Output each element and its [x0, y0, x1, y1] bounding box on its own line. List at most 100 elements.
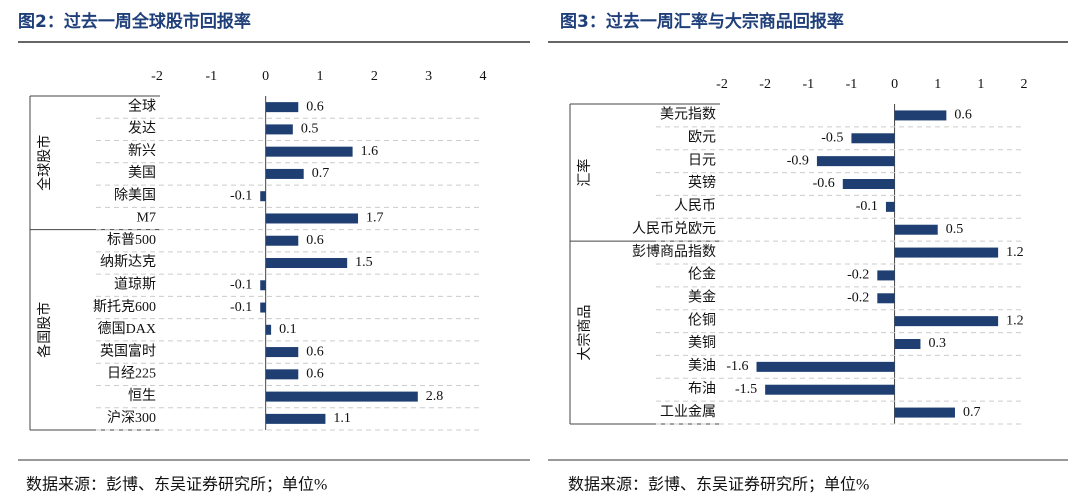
x-tick-label: 2	[1021, 77, 1028, 92]
x-tick-label: 4	[480, 69, 487, 84]
data-label: 1.7	[366, 211, 384, 226]
bar	[260, 302, 266, 313]
category-label: 英镑	[688, 174, 716, 191]
category-label: 新兴	[128, 143, 156, 159]
data-label: 0.5	[946, 222, 964, 237]
bar	[265, 413, 326, 424]
x-tick-label: 0	[891, 77, 898, 92]
category-label: 除美国	[114, 187, 156, 203]
bar	[265, 235, 299, 246]
bar	[894, 224, 938, 235]
data-label: -0.6	[813, 176, 835, 191]
data-label: 0.6	[306, 233, 324, 248]
x-tick-label: 1	[977, 77, 984, 92]
data-label: 1.6	[361, 144, 379, 159]
data-label: 0.1	[279, 322, 297, 337]
bar	[851, 133, 895, 144]
data-label: -0.9	[787, 153, 809, 168]
source-note: 数据来源：彭博、东吴证券研究所；单位%	[26, 476, 327, 494]
data-label: -0.5	[821, 131, 843, 146]
bar	[894, 407, 955, 418]
bar	[894, 110, 947, 121]
data-label: -0.2	[847, 291, 869, 306]
bar	[894, 339, 921, 349]
bar	[265, 213, 359, 224]
category-label: 美铜	[688, 335, 716, 351]
category-label: 伦铜	[688, 312, 716, 328]
x-tick-label: -2	[716, 77, 728, 92]
category-label: 恒生	[128, 388, 156, 404]
data-label: 0.6	[306, 344, 324, 359]
bar	[265, 168, 304, 179]
group-label: 全球股市	[36, 135, 53, 191]
category-label: 英国富时	[100, 342, 156, 359]
x-tick-label: -2	[759, 77, 771, 92]
category-label: 彭博商品指数	[632, 243, 716, 260]
category-label: 欧元	[688, 130, 716, 146]
category-label: 斯托克600	[93, 299, 156, 315]
bar	[260, 280, 266, 291]
data-label: 0.7	[312, 166, 330, 181]
x-tick-label: 1	[317, 69, 324, 84]
data-label: 1.1	[333, 411, 351, 426]
data-label: 1.2	[1006, 245, 1024, 260]
category-label: 德国DAX	[98, 321, 156, 337]
x-tick-label: 1	[934, 77, 941, 92]
data-label: -1.5	[735, 382, 757, 397]
category-label: 人民币兑欧元	[632, 221, 716, 237]
category-label: 伦金	[688, 267, 716, 283]
bar	[816, 156, 895, 167]
bar	[260, 191, 266, 202]
category-label: M7	[137, 211, 156, 226]
x-tick-label: -1	[802, 77, 814, 92]
data-label: -1.6	[726, 359, 748, 374]
bar	[765, 384, 895, 395]
category-label: 道琼斯	[114, 276, 156, 292]
data-label: 1.2	[1006, 313, 1024, 328]
x-tick-label: -2	[151, 69, 163, 84]
category-label: 标普500	[107, 232, 156, 248]
category-label: 发达	[128, 121, 156, 137]
data-label: -0.2	[847, 268, 869, 283]
category-label: 布油	[688, 381, 716, 397]
data-label: 0.6	[954, 108, 972, 123]
data-label: -0.1	[230, 277, 252, 292]
source-note: 数据来源：彭博、东吴证券研究所；单位%	[568, 476, 869, 494]
category-label: 美油	[688, 358, 716, 374]
data-label: 0.6	[306, 367, 324, 382]
data-label: -0.1	[230, 188, 252, 203]
x-tick-label: 0	[262, 69, 269, 84]
category-label: 工业金属	[660, 404, 716, 420]
category-label: 美国	[128, 165, 156, 181]
group-label: 汇率	[576, 159, 593, 187]
data-label: -0.1	[230, 300, 252, 315]
category-label: 全球	[128, 97, 156, 114]
bar	[265, 347, 299, 358]
bar	[756, 361, 895, 372]
x-tick-label: -1	[205, 69, 217, 84]
data-label: 0.5	[301, 122, 319, 137]
bar	[265, 369, 299, 380]
bar	[265, 391, 418, 402]
bar	[894, 316, 999, 327]
bar	[885, 201, 895, 212]
category-label: 日经225	[107, 366, 156, 382]
bar	[265, 102, 299, 113]
data-label: 1.5	[355, 255, 373, 270]
chart-title: 图2：过去一周全球股市回报率	[18, 11, 251, 32]
category-label: 人民币	[674, 198, 716, 214]
bar	[894, 247, 999, 258]
bar	[265, 258, 348, 268]
data-label: 0.6	[306, 99, 324, 114]
chart-title: 图3：过去一周汇率与大宗商品回报率	[560, 11, 844, 32]
data-label: 0.3	[928, 336, 946, 351]
category-label: 日元	[688, 153, 716, 168]
category-label: 美元指数	[660, 107, 716, 123]
category-label: 纳斯达克	[100, 254, 156, 270]
data-label: 2.8	[426, 389, 444, 404]
category-label: 美金	[688, 290, 716, 306]
x-tick-label: 3	[425, 69, 432, 84]
bar	[265, 146, 353, 157]
bar	[265, 124, 293, 135]
